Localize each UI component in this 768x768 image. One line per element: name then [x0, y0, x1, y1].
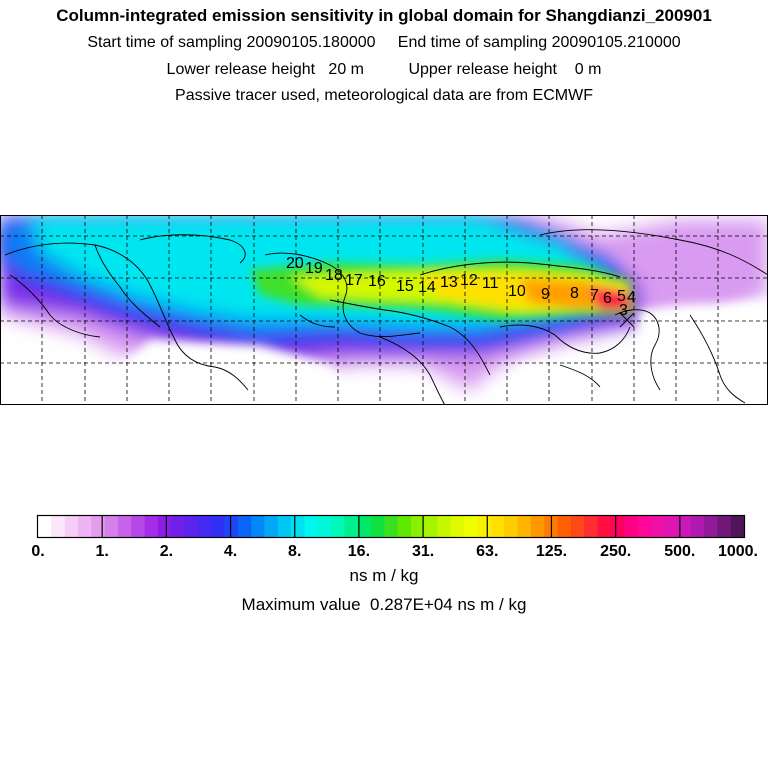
- colorbar-cell: [291, 516, 306, 538]
- colorbar-cell: [237, 516, 252, 538]
- release-height-line: Lower release height 20 m Upper release …: [166, 61, 602, 78]
- release-site-marker: [619, 312, 635, 328]
- colorbar-cell: [437, 516, 452, 538]
- colorbar-cell: [251, 516, 266, 538]
- colorbar-cell: [424, 516, 439, 538]
- colorbar-cell: [650, 516, 665, 538]
- colorbar-cell: [277, 516, 292, 538]
- colorbar-tick-label: 500.: [664, 543, 695, 560]
- colorbar-cell: [397, 516, 412, 538]
- trajectory-label: 18: [325, 267, 343, 284]
- colorbar-cell: [530, 516, 545, 538]
- trajectory-label: 17: [345, 272, 363, 289]
- colorbar-cell: [157, 516, 172, 538]
- colorbar-cell: [197, 516, 212, 538]
- colorbar-unit: ns m / kg: [349, 566, 419, 585]
- map-title: Column-integrated emission sensitivity i…: [56, 6, 712, 25]
- trajectory-label: 13: [440, 274, 458, 291]
- colorbar-cell: [171, 516, 186, 538]
- trajectory-label: 20: [286, 255, 304, 272]
- colorbar-cell: [77, 516, 92, 538]
- colorbar-cell: [91, 516, 106, 538]
- colorbar-cell: [664, 516, 678, 538]
- colorbar-tick-label: 8.: [288, 543, 301, 560]
- colorbar-cell: [317, 516, 332, 538]
- sensitivity-field: [0, 215, 768, 405]
- trajectory-label: 11: [482, 275, 499, 292]
- coastlines: [4, 229, 768, 405]
- trajectory-label: 15: [396, 278, 414, 295]
- colorbar-tick-label: 4.: [224, 543, 237, 560]
- colorbar-cell: [624, 516, 639, 538]
- colorbar-cell: [490, 516, 505, 538]
- trajectory-label: 19: [305, 260, 323, 277]
- colorbar-cell: [371, 516, 385, 538]
- colorbar-cell: [304, 516, 319, 538]
- colorbar-cell: [637, 516, 652, 538]
- colorbar-cell: [450, 516, 465, 538]
- colorbar-cell: [584, 516, 599, 538]
- trajectory-label: 12: [460, 272, 478, 289]
- trajectory-label: 6: [603, 290, 612, 307]
- colorbar-border: [36, 514, 746, 539]
- colorbar-cell: [557, 516, 572, 538]
- colorbar-cell: [384, 516, 399, 538]
- trajectory-label: 9: [541, 286, 550, 303]
- trajectory-label: 4: [627, 289, 636, 306]
- colorbar-tick-label: 250.: [600, 543, 631, 560]
- colorbar-cell: [51, 516, 66, 538]
- colorbar-cell: [184, 516, 199, 538]
- colorbar-cell: [264, 516, 279, 538]
- colorbar-cell: [224, 516, 239, 538]
- colorbar-tick-label: 1000.: [718, 543, 758, 560]
- colorbar-tick-label: 16.: [348, 543, 370, 560]
- colorbar-tick-label: 125.: [536, 543, 567, 560]
- colorbar-cell: [504, 516, 519, 538]
- colorbar-cell: [344, 516, 359, 538]
- colorbar-tick-label: 63.: [476, 543, 498, 560]
- colorbar: 0. 1. 2. 4. 8. 16. 31. 63. 125. 250. 500. 1000.: [31, 514, 758, 560]
- colorbar-cell: [477, 516, 492, 538]
- emission-sensitivity-map: 20 19 18 17 16 15 14 13 12 11 10 9 8 7 6…: [0, 215, 768, 405]
- colorbar-cell: [331, 516, 345, 538]
- colorbar-cell: [464, 516, 479, 538]
- colorbar-cell: [410, 516, 425, 538]
- graticule: [0, 215, 768, 405]
- colorbar-tick-label: 31.: [412, 543, 434, 560]
- colorbar-cell: [597, 516, 612, 538]
- colorbar-tick-label: 1.: [96, 543, 109, 560]
- colorbar-cell: [144, 516, 159, 538]
- colorbar-cell: [677, 516, 692, 538]
- colorbar-cell: [717, 516, 732, 538]
- colorbar-cell: [211, 516, 226, 538]
- colorbar-cells: [38, 516, 745, 538]
- colorbar-tick-label: 0.: [31, 543, 44, 560]
- trajectory-label: 7: [590, 287, 599, 304]
- colorbar-cell: [704, 516, 718, 538]
- colorbar-cell: [38, 516, 52, 538]
- trajectory-label: 8: [570, 285, 579, 302]
- sampling-time-line: Start time of sampling 20090105.180000 E…: [87, 34, 681, 51]
- colorbar-cell: [690, 516, 705, 538]
- trajectory-label: 14: [418, 279, 436, 296]
- colorbar-cell: [730, 516, 745, 538]
- colorbar-cell: [104, 516, 119, 538]
- colorbar-cell: [517, 516, 532, 538]
- trajectory-label: 16: [368, 273, 386, 290]
- trajectory-label: 3: [619, 302, 628, 319]
- tracer-info-line: Passive tracer used, meteorological data…: [175, 87, 593, 104]
- colorbar-tick-label: 2.: [160, 543, 173, 560]
- colorbar-cell: [610, 516, 625, 538]
- colorbar-cell: [357, 516, 372, 538]
- colorbar-cell: [64, 516, 79, 538]
- trajectory-label: 10: [508, 283, 526, 300]
- trajectory-label: 5: [617, 288, 626, 305]
- maximum-value: Maximum value 0.287E+04 ns m / kg: [241, 595, 527, 614]
- colorbar-cell: [131, 516, 146, 538]
- colorbar-cell: [117, 516, 132, 538]
- colorbar-cell: [570, 516, 585, 538]
